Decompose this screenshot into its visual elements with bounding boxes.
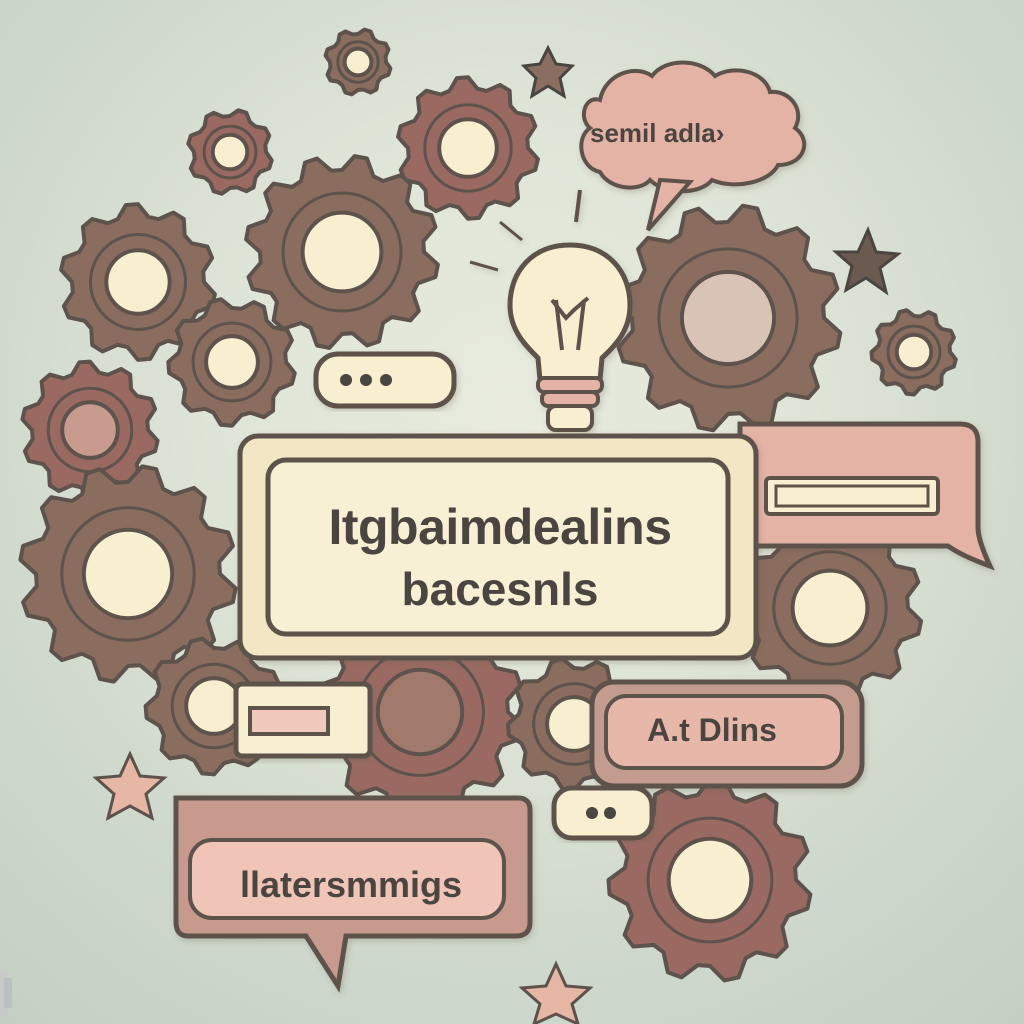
gear-icon <box>20 359 160 501</box>
gear-icon <box>244 154 440 350</box>
bottom-bubble-text: llatersmmigs <box>239 864 463 905</box>
thought-cloud-icon <box>574 60 807 232</box>
star-icon <box>92 750 168 821</box>
watermark-logo <box>0 972 12 1016</box>
gear-icon <box>606 776 813 983</box>
label-bubble-right <box>589 679 865 789</box>
gear-icon <box>869 308 958 397</box>
ellipsis-bubble-top <box>313 351 457 409</box>
gear-icon <box>396 75 540 221</box>
gears-layer <box>18 27 958 983</box>
lightbulb-icon <box>469 220 633 432</box>
star-icon <box>520 44 576 100</box>
star-icons <box>92 44 902 1024</box>
label-bubble-bottom <box>173 795 533 993</box>
ellipsis-bubble-bottom <box>551 785 655 841</box>
gear-icon <box>736 514 924 702</box>
main-title-line1: Itgbaimdealins <box>328 499 672 555</box>
right-bubble-text: A.t Dlins <box>647 712 777 748</box>
gear-icon <box>323 27 393 97</box>
star-icon <box>832 226 902 296</box>
input-bubble-right <box>737 421 995 571</box>
gear-icon <box>18 464 238 684</box>
main-card <box>237 433 759 661</box>
gear-icon <box>613 203 843 433</box>
input-bubble-left <box>233 681 373 759</box>
gear-icon <box>186 108 274 196</box>
gear-icon <box>166 297 297 428</box>
main-title-line2: bacesnls <box>401 563 599 615</box>
star-icon <box>518 960 594 1024</box>
cloud-bubble-text: semil adla› <box>590 118 725 148</box>
gear-icon <box>59 202 217 362</box>
